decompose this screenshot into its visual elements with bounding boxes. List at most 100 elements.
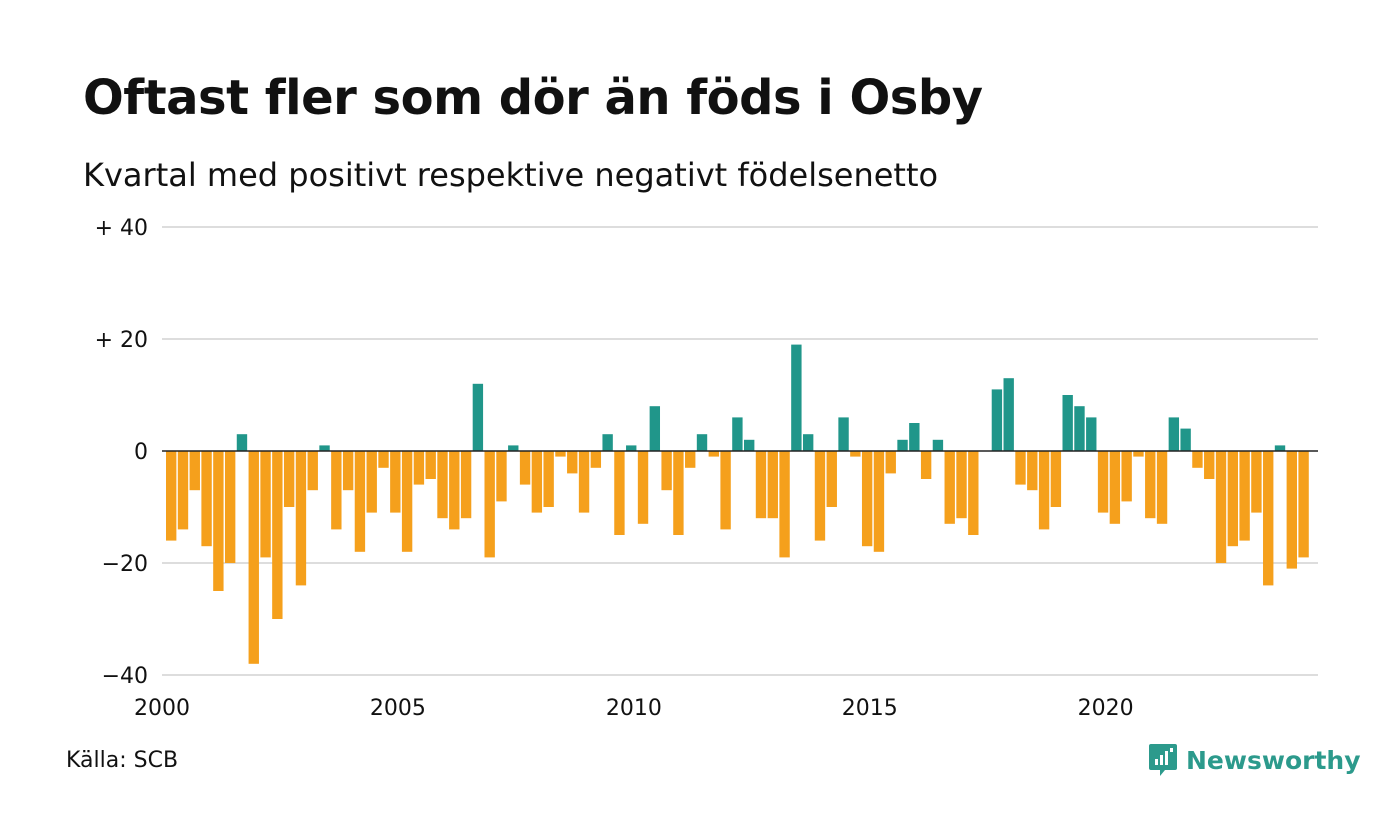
bar bbox=[614, 451, 625, 535]
bar bbox=[283, 451, 295, 507]
bar bbox=[224, 451, 236, 563]
y-tick-label: + 40 bbox=[95, 216, 148, 241]
grid-lines bbox=[162, 226, 1318, 676]
bar bbox=[944, 451, 955, 524]
bar bbox=[342, 451, 354, 491]
bar bbox=[1038, 451, 1050, 530]
bar bbox=[1251, 451, 1262, 513]
bar bbox=[213, 451, 224, 591]
bar bbox=[260, 451, 271, 558]
bar bbox=[236, 434, 248, 451]
bar bbox=[508, 445, 519, 451]
bar bbox=[708, 451, 719, 457]
bar bbox=[425, 451, 436, 479]
y-tick-label: −20 bbox=[102, 552, 148, 577]
bar bbox=[319, 445, 330, 451]
bar bbox=[673, 451, 684, 535]
x-tick-label: 2005 bbox=[370, 696, 426, 721]
y-tick-label: + 20 bbox=[95, 328, 148, 353]
bar bbox=[838, 417, 849, 451]
newsworthy-chart-icon bbox=[1149, 744, 1177, 776]
chart-title: Oftast fler som dör än föds i Osby bbox=[83, 70, 983, 126]
bar bbox=[366, 451, 377, 513]
bar bbox=[1062, 395, 1073, 451]
bar bbox=[1263, 451, 1274, 586]
bar bbox=[1003, 378, 1014, 451]
chart-subtitle: Kvartal med positivt respektive negativt… bbox=[83, 156, 939, 194]
bar bbox=[826, 451, 837, 507]
bar bbox=[166, 451, 177, 541]
brand-logo: Newsworthy bbox=[1148, 742, 1361, 778]
bar bbox=[201, 451, 212, 547]
x-tick-label: 2010 bbox=[606, 696, 662, 721]
bar bbox=[1097, 451, 1109, 513]
bar bbox=[767, 451, 778, 519]
bar bbox=[932, 439, 944, 451]
bar bbox=[755, 451, 767, 519]
bar bbox=[897, 439, 908, 451]
bar bbox=[956, 451, 967, 519]
source-note: Källa: SCB bbox=[66, 748, 179, 773]
bar bbox=[1156, 451, 1168, 524]
x-tick-label: 2020 bbox=[1078, 696, 1134, 721]
bar bbox=[307, 451, 318, 491]
bar bbox=[1168, 417, 1180, 451]
bar bbox=[885, 451, 896, 474]
bar bbox=[1109, 451, 1121, 524]
bar bbox=[1192, 451, 1203, 468]
bar bbox=[661, 451, 672, 491]
bar bbox=[437, 451, 448, 519]
bar bbox=[779, 451, 790, 558]
bar bbox=[685, 451, 696, 468]
bar bbox=[873, 451, 885, 552]
bar bbox=[531, 451, 543, 513]
bars bbox=[166, 344, 1309, 664]
bar bbox=[484, 451, 495, 558]
bar bbox=[460, 451, 472, 519]
bar bbox=[354, 451, 366, 552]
bar bbox=[1239, 451, 1250, 541]
bar bbox=[744, 439, 755, 451]
bar bbox=[413, 451, 425, 485]
bar bbox=[177, 451, 189, 530]
y-tick-label: −40 bbox=[102, 664, 148, 689]
bar bbox=[1180, 428, 1191, 451]
bar bbox=[1145, 451, 1156, 519]
bar bbox=[555, 451, 566, 457]
bar bbox=[378, 451, 389, 468]
bar bbox=[626, 445, 637, 451]
bar bbox=[449, 451, 460, 530]
bar bbox=[1086, 417, 1097, 451]
bar bbox=[1286, 451, 1297, 569]
bar bbox=[272, 451, 283, 619]
bar bbox=[1050, 451, 1062, 507]
bar bbox=[861, 451, 873, 547]
bar bbox=[1074, 406, 1085, 451]
bar bbox=[567, 451, 578, 474]
bar bbox=[295, 451, 307, 586]
axis-labels: + 40 + 20 0 −20 −40 2000 2005 2010 2015 2020 bbox=[95, 216, 1318, 721]
bar bbox=[472, 383, 484, 451]
bar bbox=[637, 451, 649, 524]
bar bbox=[578, 451, 590, 513]
bar bbox=[991, 389, 1003, 451]
bar bbox=[920, 451, 932, 479]
bar bbox=[1274, 445, 1286, 451]
x-tick-label: 2015 bbox=[842, 696, 898, 721]
bar bbox=[602, 434, 613, 451]
bar bbox=[1121, 451, 1132, 502]
bar bbox=[401, 451, 413, 552]
bar bbox=[248, 451, 259, 664]
bar bbox=[1204, 451, 1215, 479]
bar bbox=[649, 406, 661, 451]
brand-name: Newsworthy bbox=[1186, 745, 1361, 775]
bar bbox=[1227, 451, 1239, 547]
bar bbox=[968, 451, 979, 535]
bar bbox=[850, 451, 861, 457]
bar bbox=[1027, 451, 1038, 491]
bar bbox=[802, 434, 814, 451]
bar bbox=[696, 434, 708, 451]
bar bbox=[1133, 451, 1144, 457]
x-tick-label: 2000 bbox=[134, 696, 190, 721]
